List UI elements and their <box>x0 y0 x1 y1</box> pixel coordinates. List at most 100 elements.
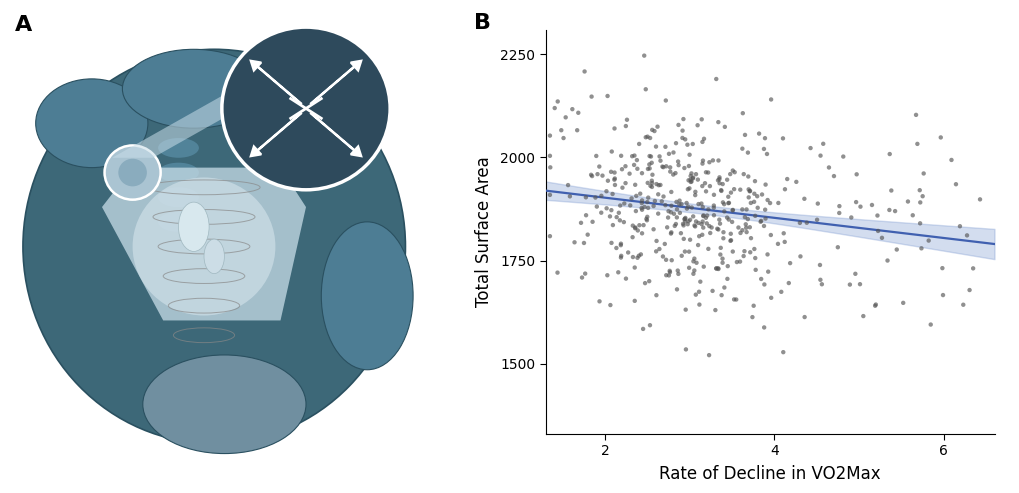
Point <box>843 213 859 221</box>
Point <box>688 259 704 267</box>
Point <box>625 253 641 261</box>
Point <box>627 207 643 215</box>
Point <box>651 152 667 160</box>
Point <box>579 231 595 239</box>
Point <box>637 85 653 93</box>
Point <box>705 191 721 199</box>
Point <box>602 168 619 176</box>
Point <box>756 214 772 222</box>
Point <box>668 285 685 293</box>
Point <box>690 219 706 227</box>
Point <box>633 206 649 213</box>
Point <box>934 291 951 299</box>
Point <box>664 148 681 156</box>
Point <box>863 201 879 209</box>
Point <box>577 193 593 201</box>
Point <box>577 270 593 278</box>
Point <box>741 187 757 195</box>
Point <box>736 247 752 255</box>
Point <box>609 268 626 276</box>
Point <box>662 202 679 210</box>
Point <box>726 168 742 176</box>
Point <box>772 288 789 296</box>
Point <box>658 223 675 231</box>
Point <box>652 157 668 165</box>
Point <box>641 165 657 173</box>
Point <box>583 172 599 180</box>
Point <box>700 158 716 166</box>
Point <box>907 111 923 119</box>
Point <box>662 228 679 236</box>
Point <box>660 272 677 280</box>
Point <box>671 201 687 209</box>
Point <box>755 222 771 230</box>
Point <box>943 156 959 164</box>
Point <box>715 283 732 291</box>
Point <box>971 195 987 203</box>
Point <box>576 239 592 247</box>
Point <box>681 264 697 272</box>
Point <box>613 165 630 173</box>
Point <box>636 52 652 60</box>
Point <box>813 281 829 288</box>
Point <box>604 190 621 198</box>
Point <box>746 177 762 185</box>
Point <box>639 204 655 212</box>
Point <box>644 171 660 178</box>
Point <box>592 209 608 216</box>
Point <box>569 126 585 134</box>
Point <box>687 291 703 299</box>
Point <box>699 169 715 176</box>
Point <box>748 192 764 200</box>
Point <box>686 221 702 229</box>
Point <box>605 176 622 183</box>
Point <box>680 217 696 225</box>
Point <box>673 200 689 208</box>
Point <box>661 267 678 275</box>
Point <box>626 152 642 160</box>
Point <box>607 244 624 252</box>
Point <box>690 232 706 240</box>
Point <box>682 172 698 180</box>
Point <box>679 185 695 193</box>
Point <box>694 157 710 165</box>
Point <box>659 213 676 221</box>
Point <box>755 145 771 153</box>
Point <box>719 199 736 207</box>
Point <box>663 256 680 264</box>
Point <box>696 179 712 187</box>
Point <box>641 321 657 329</box>
Point <box>725 206 741 214</box>
Point <box>710 175 727 183</box>
Point <box>738 224 754 232</box>
Point <box>667 198 684 206</box>
Point <box>718 262 735 270</box>
Point <box>736 131 752 139</box>
Point <box>722 189 739 197</box>
Point <box>780 279 796 287</box>
Point <box>677 306 693 314</box>
Point <box>608 213 625 221</box>
Point <box>888 246 904 253</box>
Point <box>704 156 720 164</box>
Point <box>741 223 757 231</box>
Point <box>811 261 827 269</box>
Point <box>561 192 578 200</box>
Point <box>641 152 657 160</box>
Point <box>775 238 792 246</box>
Point <box>623 194 639 202</box>
Point <box>643 177 659 185</box>
Point <box>639 165 655 173</box>
Point <box>669 158 686 166</box>
Circle shape <box>118 159 147 186</box>
Point <box>699 245 715 253</box>
Ellipse shape <box>321 222 413 370</box>
Point <box>669 270 686 278</box>
Point <box>679 220 695 228</box>
Point <box>587 194 603 202</box>
Point <box>653 197 669 205</box>
Point <box>678 205 694 212</box>
Point <box>598 187 614 195</box>
Point <box>656 240 673 248</box>
Point <box>732 258 748 266</box>
